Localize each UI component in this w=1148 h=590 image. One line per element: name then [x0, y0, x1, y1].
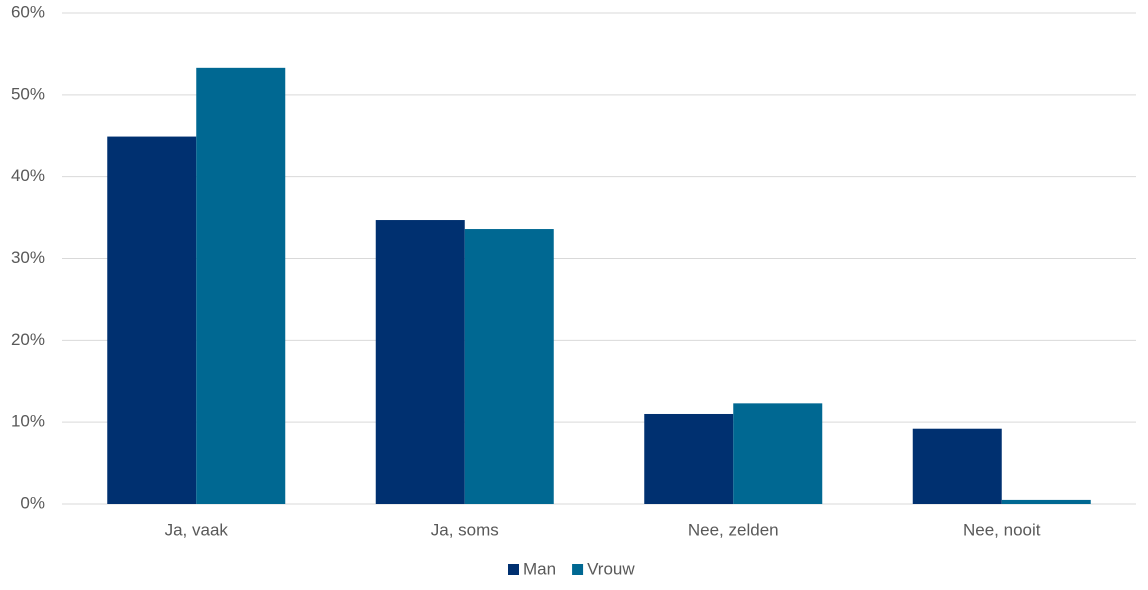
- y-tick-label: 10%: [11, 412, 45, 431]
- bar: [733, 403, 823, 504]
- bar: [644, 413, 734, 504]
- bar: [912, 428, 1002, 504]
- x-tick-label: Nee, zelden: [688, 520, 779, 539]
- y-tick-label: 40%: [11, 166, 45, 185]
- x-tick-label: Ja, vaak: [165, 520, 229, 539]
- bar: [1001, 499, 1091, 504]
- bar: [196, 67, 286, 504]
- y-tick-label: 50%: [11, 84, 45, 103]
- legend-label: Man: [523, 559, 556, 578]
- legend-swatch: [508, 564, 519, 575]
- bar: [375, 220, 465, 504]
- legend-label: Vrouw: [587, 559, 635, 578]
- y-tick-label: 30%: [11, 248, 45, 267]
- y-tick-label: 20%: [11, 330, 45, 349]
- bar: [464, 229, 554, 505]
- legend-swatch: [572, 564, 584, 575]
- y-tick-label: 0%: [20, 493, 45, 512]
- y-tick-label: 60%: [11, 2, 45, 21]
- x-tick-label: Nee, nooit: [963, 520, 1041, 539]
- x-tick-label: Ja, soms: [431, 520, 499, 539]
- bar: [107, 136, 197, 504]
